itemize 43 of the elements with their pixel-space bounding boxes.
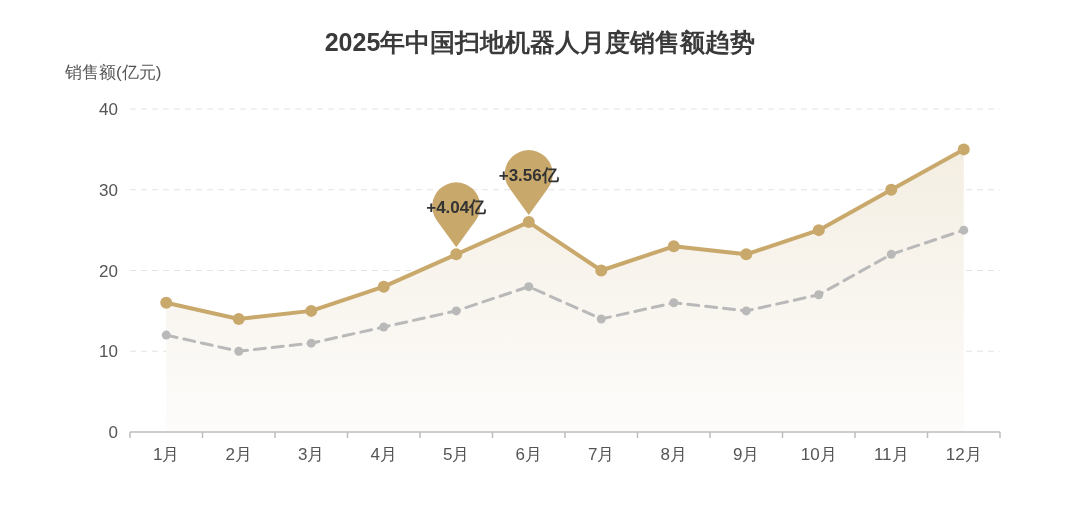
point xyxy=(160,296,173,309)
point xyxy=(450,248,463,261)
y-tick-label: 20 xyxy=(99,261,118,280)
x-tick-label: 12月 xyxy=(945,444,982,464)
point xyxy=(232,312,245,325)
y-tick-label: 30 xyxy=(99,180,118,200)
point xyxy=(957,143,970,156)
point xyxy=(812,224,825,237)
x-tick-label: 2月 xyxy=(225,444,252,464)
x-tick-label: 7月 xyxy=(588,444,615,464)
point xyxy=(451,306,461,316)
x-tick-label: 3月 xyxy=(298,444,325,464)
point xyxy=(814,290,824,300)
point xyxy=(741,306,751,316)
y-tick-label: 10 xyxy=(99,341,118,361)
y-tick-label: 40 xyxy=(99,99,118,119)
x-tick-label: 5月 xyxy=(443,444,470,464)
point xyxy=(595,264,608,277)
x-tick-label: 11月 xyxy=(873,444,909,464)
point xyxy=(596,314,606,324)
point xyxy=(959,225,969,235)
y-tick-label: 0 xyxy=(108,422,118,442)
point xyxy=(377,280,390,293)
point xyxy=(524,282,534,292)
point xyxy=(886,249,896,259)
point xyxy=(306,338,316,348)
chart-title: 2025年中国扫地机器人月度销售额趋势 xyxy=(324,28,756,56)
x-tick-label: 1月 xyxy=(153,444,180,464)
point xyxy=(161,330,171,340)
x-tick-label: 4月 xyxy=(370,444,397,464)
point xyxy=(740,248,753,261)
x-tick-label: 8月 xyxy=(660,444,687,464)
point xyxy=(234,346,244,356)
x-tick-label: 10月 xyxy=(800,444,837,464)
point xyxy=(669,298,679,308)
point xyxy=(667,240,680,253)
x-tick-label: 6月 xyxy=(515,444,542,464)
point xyxy=(305,304,318,317)
y-axis-title: 销售额(亿元) xyxy=(64,62,162,82)
point xyxy=(379,322,389,332)
point xyxy=(522,216,535,229)
x-tick-label: 9月 xyxy=(733,444,760,464)
point xyxy=(885,183,898,196)
